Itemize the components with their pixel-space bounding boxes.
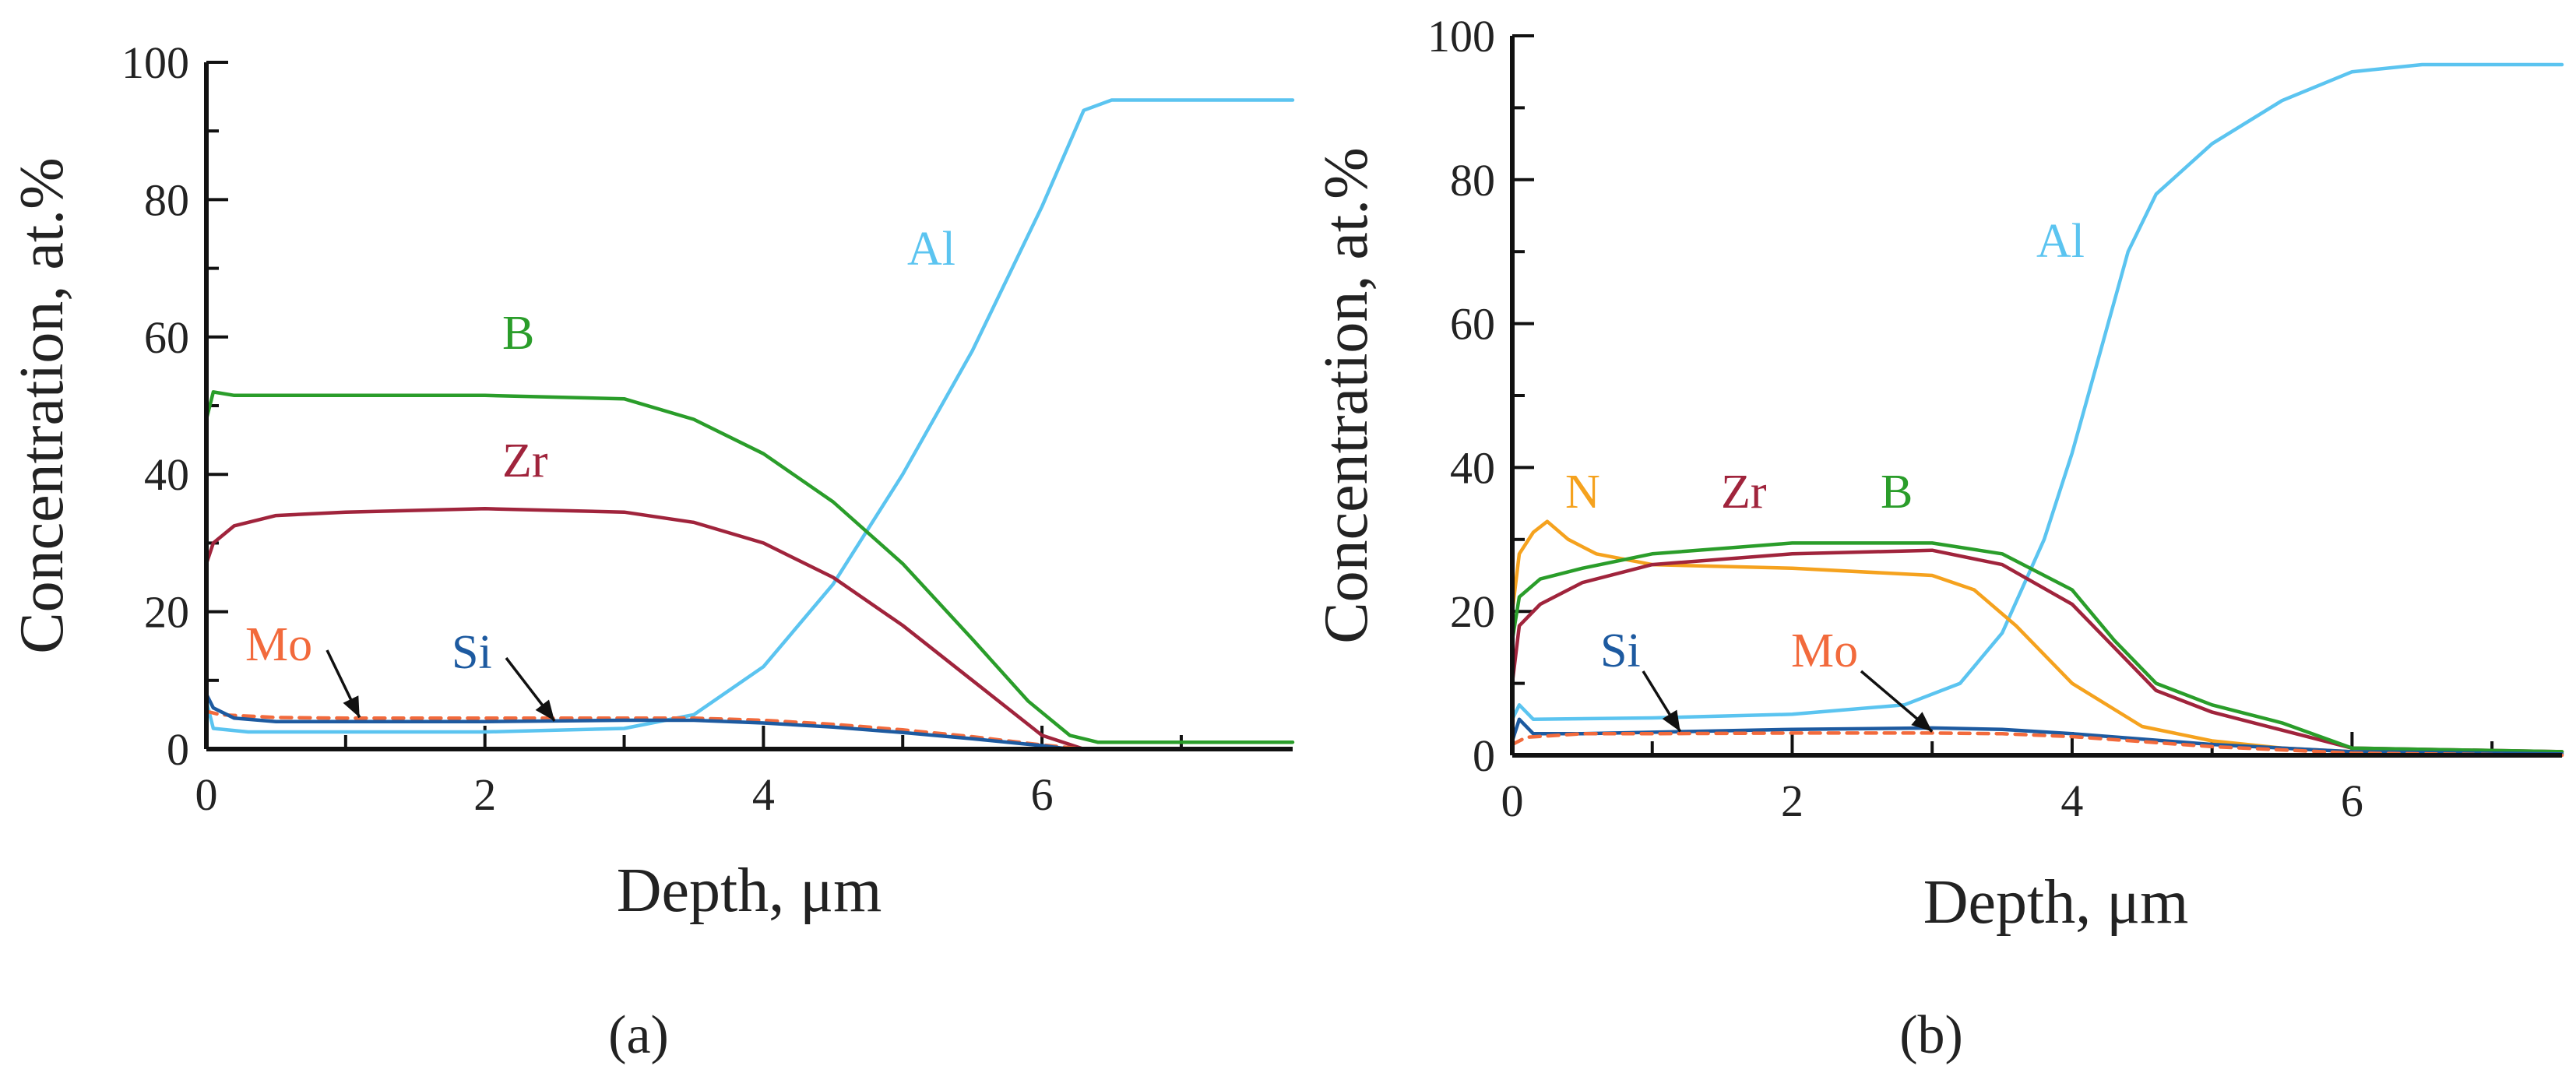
panel-a-ytick-label: 0 <box>167 724 189 775</box>
panel-b-series-al <box>1510 62 2564 722</box>
panel-b-label-b: B <box>1881 466 1913 519</box>
panel-b-series-si <box>1510 717 2564 756</box>
panel-b-ytick-label: 20 <box>1450 586 1495 637</box>
panel-a-ytick-label: 100 <box>121 37 189 88</box>
panel-a-xtick-label: 6 <box>1031 769 1054 820</box>
panel-b-caption: (b) <box>1899 1005 1963 1065</box>
panel-a-series-mo <box>204 709 1086 751</box>
panel-b-y-label: Concentration, at.% <box>1312 147 1381 644</box>
panel-a-ytick-label: 20 <box>144 587 189 638</box>
panel-b-label-al: Al <box>2036 215 2085 268</box>
panel-b-series-mo <box>1510 731 2564 758</box>
panel-b-x-label: Depth, μm <box>1923 868 2189 937</box>
panel-a-label-al: Al <box>907 223 955 276</box>
panel-b-ytick-label: 60 <box>1450 299 1495 350</box>
panel-a-arrowhead-mo <box>343 695 360 718</box>
panel-a-caption: (a) <box>608 1005 669 1065</box>
panel-a-arrows <box>326 649 556 722</box>
panel-b-label-zr: Zr <box>1721 466 1767 519</box>
panel-b-arrowhead-mo <box>1911 712 1933 732</box>
panel-b-xtick-label: 6 <box>2341 776 2363 826</box>
panel-b-xtick-label: 0 <box>1501 776 1524 826</box>
panel-a-label-mo: Mo <box>245 618 312 671</box>
panel-b-lines <box>1510 62 2564 758</box>
panel-b-label-si: Si <box>1600 624 1641 677</box>
panel-a-label-si: Si <box>452 626 492 679</box>
panel-a-xtick-label: 2 <box>473 769 496 820</box>
panel-a-series-b <box>204 390 1295 744</box>
panel-a-x-label: Depth, μm <box>617 857 882 925</box>
panel-a-ytick-label: 40 <box>144 449 189 500</box>
panel-b-arrowhead-si <box>1662 709 1680 732</box>
panel-b-xtick-label: 4 <box>2060 776 2083 826</box>
panel-b: 0 20 40 60 80 100 0 2 4 6 Depth, μm Concentration… <box>1312 11 2564 1065</box>
panel-b-series-zr <box>1510 548 2564 754</box>
panel-b-ytick-label: 100 <box>1427 11 1495 62</box>
panel-a-series-zr <box>204 507 1086 751</box>
panel-a-xtick-label: 0 <box>195 769 218 820</box>
panel-a-y-label: Concentration, at.% <box>8 157 76 654</box>
panel-b-label-mo: Mo <box>1791 624 1858 677</box>
panel-a-arrowhead-si <box>535 699 555 721</box>
panel-a: 0 20 40 60 80 100 0 2 4 6 Depth, μm Concentration… <box>8 37 1295 1065</box>
panel-b-ytick-label: 0 <box>1473 730 1495 781</box>
panel-b-series-n <box>1510 519 2564 754</box>
panel-b-ytick-label: 40 <box>1450 442 1495 493</box>
panel-b-arrows <box>1642 670 1934 733</box>
panel-a-series-si <box>204 692 1072 751</box>
panel-a-ytick-label: 80 <box>144 174 189 225</box>
panel-a-lines <box>204 98 1295 751</box>
panel-b-series-b <box>1510 541 2564 754</box>
panel-a-series-al <box>204 98 1295 734</box>
panel-a-ytick-label: 60 <box>144 312 189 363</box>
panel-a-label-zr: Zr <box>502 434 548 487</box>
panel-b-ticks: 0 20 40 60 80 100 0 2 4 6 <box>1427 11 2494 826</box>
panel-b-xtick-label: 2 <box>1781 776 1804 826</box>
panel-a-label-b: B <box>502 307 534 360</box>
panel-b-label-n: N <box>1565 466 1600 519</box>
panel-b-ytick-label: 80 <box>1450 155 1495 206</box>
panel-a-xtick-label: 4 <box>752 769 775 820</box>
panel-a-ticks: 0 20 40 60 80 100 0 2 4 6 <box>121 37 1183 820</box>
